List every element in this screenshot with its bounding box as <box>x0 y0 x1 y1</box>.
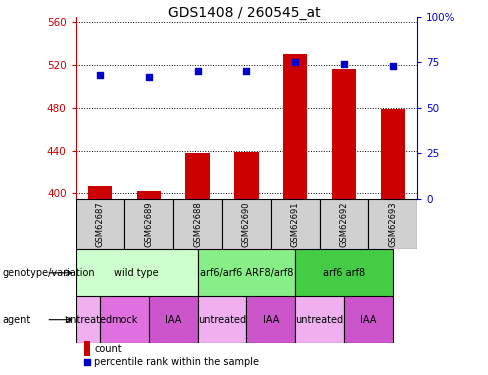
Bar <box>124 199 173 249</box>
Bar <box>100 296 149 343</box>
Bar <box>271 199 320 249</box>
Text: percentile rank within the sample: percentile rank within the sample <box>94 357 259 367</box>
Point <box>389 63 397 69</box>
Text: mock: mock <box>111 315 138 325</box>
Bar <box>368 199 417 249</box>
Bar <box>332 69 356 199</box>
Bar <box>173 199 222 249</box>
Bar <box>76 249 198 296</box>
Bar <box>344 296 393 343</box>
Text: count: count <box>94 344 122 354</box>
Bar <box>185 153 210 199</box>
Text: wild type: wild type <box>114 268 159 278</box>
Text: untreated: untreated <box>64 315 112 325</box>
Text: arf6/arf6 ARF8/arf8: arf6/arf6 ARF8/arf8 <box>200 268 293 278</box>
Point <box>145 74 153 80</box>
Bar <box>295 296 344 343</box>
Bar <box>88 186 112 199</box>
Bar <box>222 199 271 249</box>
Text: GSM62690: GSM62690 <box>242 201 251 247</box>
Text: GSM62691: GSM62691 <box>291 201 300 247</box>
Bar <box>320 199 368 249</box>
Text: IAA: IAA <box>263 315 279 325</box>
Bar <box>381 109 405 199</box>
Bar <box>234 152 259 199</box>
Bar <box>198 249 295 296</box>
Text: untreated: untreated <box>198 315 246 325</box>
Point <box>96 72 104 78</box>
Point <box>83 359 91 365</box>
Text: agent: agent <box>2 315 31 325</box>
Point <box>194 69 202 75</box>
Point <box>291 59 299 65</box>
Text: GSM62692: GSM62692 <box>340 201 348 247</box>
Text: arf6 arf8: arf6 arf8 <box>323 268 365 278</box>
Text: IAA: IAA <box>360 315 377 325</box>
Bar <box>283 54 307 199</box>
Text: GSM62688: GSM62688 <box>193 201 202 247</box>
Point <box>340 61 348 67</box>
Bar <box>295 249 393 296</box>
Text: untreated: untreated <box>296 315 344 325</box>
Bar <box>76 296 100 343</box>
Text: GSM62687: GSM62687 <box>96 201 104 247</box>
Bar <box>246 296 295 343</box>
Text: GSM62689: GSM62689 <box>144 201 153 247</box>
Text: genotype/variation: genotype/variation <box>2 268 95 278</box>
Bar <box>137 191 161 199</box>
Bar <box>198 296 246 343</box>
Text: IAA: IAA <box>165 315 182 325</box>
Text: GDS1408 / 260545_at: GDS1408 / 260545_at <box>168 6 320 20</box>
Bar <box>76 199 124 249</box>
Text: GSM62693: GSM62693 <box>388 201 397 247</box>
Point <box>243 69 250 75</box>
Bar <box>83 341 90 356</box>
Bar <box>149 296 198 343</box>
